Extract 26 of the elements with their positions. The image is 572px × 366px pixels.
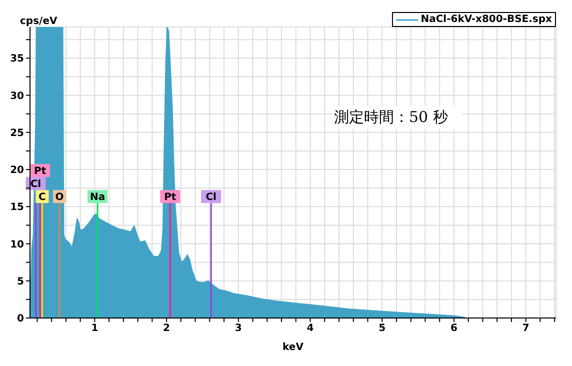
- legend-label: NaCl-6kV-x800-BSE.spx: [420, 14, 552, 25]
- y-tick-label: 20: [10, 165, 24, 176]
- ref-line-label: O: [55, 192, 64, 204]
- x-tick-label: 7: [522, 323, 530, 334]
- ref-line-label: Na: [90, 192, 106, 204]
- y-axis-title: cps/eV: [20, 16, 58, 28]
- ref-line-label: Cl: [206, 192, 216, 204]
- y-tick-label: 30: [10, 90, 24, 102]
- ref-line-label: C: [38, 192, 46, 204]
- ref-line-label: Cl: [30, 179, 42, 190]
- x-tick-label: 2: [163, 323, 170, 334]
- x-axis-title: keV: [282, 342, 304, 353]
- x-tick-label: 6: [450, 323, 458, 334]
- x-tick-label: 4: [306, 323, 314, 334]
- x-tick-label: 3: [234, 323, 242, 334]
- y-tick-label: 15: [10, 202, 24, 214]
- y-tick-label: 25: [10, 128, 24, 139]
- ref-line-label: Pt: [34, 166, 46, 178]
- x-tick-label: 5: [378, 323, 386, 334]
- x-tick-label: 1: [91, 323, 98, 334]
- annotation: 測定時間：50 秒: [332, 106, 462, 129]
- y-tick-label: 10: [10, 239, 24, 250]
- y-tick-label: 0: [17, 314, 24, 325]
- ref-line-label: Pt: [164, 192, 176, 204]
- y-tick-label: 5: [17, 276, 24, 288]
- y-tick-label: 35: [10, 54, 24, 65]
